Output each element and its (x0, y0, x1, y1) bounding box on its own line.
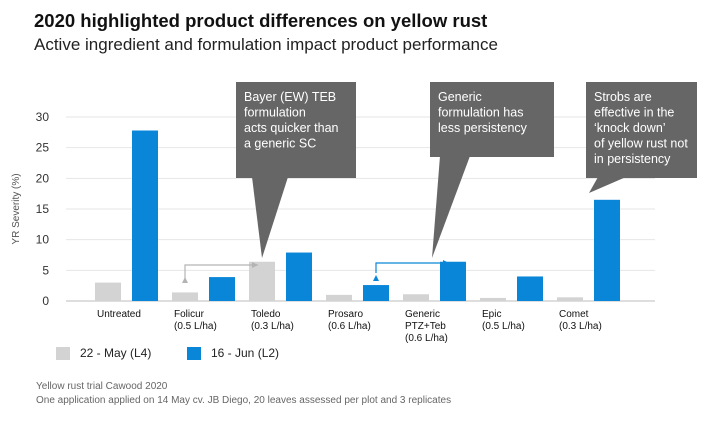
legend-label-may: 22 - May (L4) (80, 346, 152, 360)
x-tick-label: Epic (482, 309, 501, 320)
callout-text: a generic SC (244, 137, 316, 151)
x-tick-label: Toledo (251, 309, 281, 320)
x-tick-label: Generic (405, 309, 440, 320)
arrow-folicur-toledo-line (184, 264, 258, 281)
y-tick-label: 15 (36, 202, 50, 216)
callout-pointer (432, 156, 470, 258)
x-tick-label: Folicur (174, 309, 205, 320)
footnote-trial: Yellow rust trial Cawood 2020 (36, 381, 168, 392)
legend-item-may: 22 - May (L4) (56, 346, 151, 360)
y-tick-label: 25 (36, 141, 50, 155)
arrow-prosaro-generic-head-right (443, 260, 449, 266)
legend-label-jun: 16 - Jun (L2) (211, 346, 280, 360)
callout-box (236, 82, 356, 178)
bar-22-may (95, 282, 121, 301)
bar-22-may (480, 297, 506, 301)
callout-text: Generic (438, 90, 482, 104)
callout-box (586, 82, 697, 178)
y-tick-label: 5 (42, 263, 49, 277)
y-tick-label: 10 (36, 233, 50, 247)
bar-16-jun (440, 261, 466, 301)
bar-16-jun (286, 252, 312, 301)
callout-text: Bayer (EW) TEB (244, 90, 336, 104)
footnote-method: One application applied on 14 May cv. JB… (36, 395, 452, 406)
arrow-prosaro-generic-head-up (373, 275, 379, 281)
bar-16-jun (517, 276, 543, 301)
callout-text: acts quicker than (244, 121, 339, 135)
bar-16-jun (594, 199, 620, 301)
bar-22-may (172, 292, 198, 301)
callout-text: Strobs are (594, 90, 652, 104)
x-tick-label: (0.3 L/ha) (251, 321, 294, 332)
bar-22-may (557, 297, 583, 301)
callout-text: in persistency (594, 152, 671, 166)
x-tick-label: Comet (559, 309, 589, 320)
bar-22-may (326, 294, 352, 301)
callout-pointer (589, 177, 626, 193)
callout-pointer (252, 177, 288, 258)
legend-swatch-may (56, 346, 70, 360)
y-axis-label: YR Severity (%) (11, 173, 22, 244)
y-tick-label: 0 (42, 294, 49, 308)
chart-subtitle: Active ingredient and formulation impact… (34, 35, 498, 54)
callout-box (430, 82, 554, 157)
x-tick-label: Untreated (97, 309, 141, 320)
arrow-folicur-toledo-head-right (252, 262, 258, 268)
callout-text: of yellow rust not (594, 137, 688, 151)
x-tick-label: (0.6 L/ha) (405, 333, 448, 344)
bar-22-may (249, 261, 275, 301)
x-tick-label: (0.3 L/ha) (559, 321, 602, 332)
bar-22-may (403, 294, 429, 301)
arrow-folicur-toledo-head-up (182, 277, 188, 283)
x-tick-label: (0.5 L/ha) (174, 321, 217, 332)
x-tick-label: Prosaro (328, 309, 363, 320)
callout-text: ‘knock down’ (594, 121, 666, 135)
callout-text: effective in the (594, 106, 674, 120)
legend-item-jun: 16 - Jun (L2) (187, 346, 279, 360)
y-tick-label: 20 (36, 171, 50, 185)
x-tick-label: (0.6 L/ha) (328, 321, 371, 332)
callout-text: less persistency (438, 121, 528, 135)
arrow-prosaro-generic-line (375, 262, 449, 274)
x-tick-label: (0.5 L/ha) (482, 321, 525, 332)
y-tick-label: 30 (36, 110, 50, 124)
callout-text: formulation has (438, 106, 523, 120)
callout-text: formulation (244, 106, 306, 120)
legend-swatch-jun (187, 346, 201, 360)
bar-16-jun (209, 277, 235, 301)
bar-16-jun (363, 285, 389, 301)
chart-title: 2020 highlighted product differences on … (34, 10, 488, 31)
x-tick-label: PTZ+Teb (405, 321, 446, 332)
bar-16-jun (132, 130, 158, 301)
